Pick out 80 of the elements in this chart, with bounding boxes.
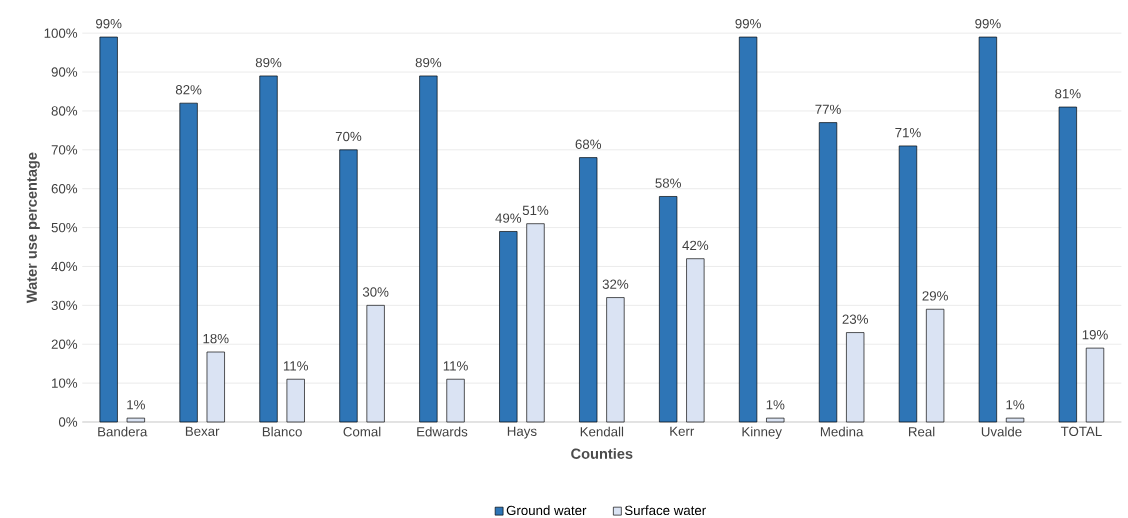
data-label: 71% [895,128,921,138]
x-tick-label: Medina [820,426,864,437]
data-label: 82% [175,85,202,95]
x-tick-label: Uvalde [981,426,1022,437]
x-tick-label: Bexar [185,426,220,437]
bar [259,75,278,423]
y-tick-label: 40% [51,261,78,272]
data-label: 99% [975,19,1001,29]
y-tick-label: 10% [52,378,78,389]
x-tick-label: Kinney [742,426,782,440]
y-tick-label: 0% [58,417,78,427]
x-tick-label: Comal [343,426,381,437]
x-tick-label: Bandera [98,426,148,437]
y-tick-label: 90% [51,67,78,77]
bar [818,122,838,423]
data-label: 77% [815,104,841,115]
bar [419,75,438,423]
bar [898,145,918,423]
data-label: 70% [335,131,362,142]
data-label: 19% [1082,330,1108,340]
bar [1085,348,1105,423]
bar [339,149,358,423]
data-label: 51% [522,205,549,216]
data-label: 58% [655,178,681,189]
data-label: 11% [283,361,309,371]
bar [766,418,785,423]
bar [978,36,998,423]
data-label: 1% [766,400,785,410]
x-tick-label: Real [908,426,935,437]
bar [1058,106,1077,423]
x-tick-label: Kendall [580,426,624,437]
data-label: 29% [922,291,948,301]
data-label: 1% [127,400,145,410]
x-tick-label: Blanco [262,426,302,437]
data-label: 42% [682,240,709,251]
y-tick-label: 30% [51,300,78,311]
bar [206,351,225,423]
data-label: 30% [362,287,389,297]
bar [126,418,145,423]
y-tick-label: 70% [51,145,78,155]
y-tick-label: 100% [44,28,78,39]
legend-label: Surface water [624,505,706,516]
y-tick-label: 60% [51,184,78,194]
data-label: 18% [203,334,229,344]
bar [846,332,865,423]
data-label: 49% [495,213,522,224]
data-label: 23% [842,314,869,325]
bar [499,231,518,423]
y-axis-title: Water use percentage [26,152,40,304]
y-tick-label: 80% [51,106,78,116]
bar [926,309,945,423]
bar [606,297,625,423]
data-label: 68% [575,139,602,150]
bar [366,305,385,423]
bar [659,196,678,423]
legend-label: Ground water [506,505,587,516]
bar [1005,418,1025,423]
y-tick-label: 20% [51,339,78,350]
data-label: 99% [96,19,122,29]
data-label: 89% [415,58,442,68]
bar [99,36,118,423]
data-label: 1% [1006,400,1025,410]
data-label: 11% [443,361,468,371]
bar [179,103,198,423]
x-tick-label: Edwards [417,426,468,437]
bar [579,157,598,423]
bar [446,379,465,423]
y-tick-label: 50% [51,223,78,233]
bar [286,379,305,423]
bar [526,223,545,423]
bar [686,258,705,423]
data-label: 32% [602,279,629,290]
data-label: 99% [735,19,761,29]
data-label: 81% [1055,89,1081,99]
x-tick-label: TOTAL [1060,426,1102,437]
bar [738,36,758,423]
x-tick-label: Hays [507,426,537,439]
data-label: 89% [255,58,282,68]
x-axis-title: Counties [571,448,633,460]
x-tick-label: Kerr [670,426,695,437]
